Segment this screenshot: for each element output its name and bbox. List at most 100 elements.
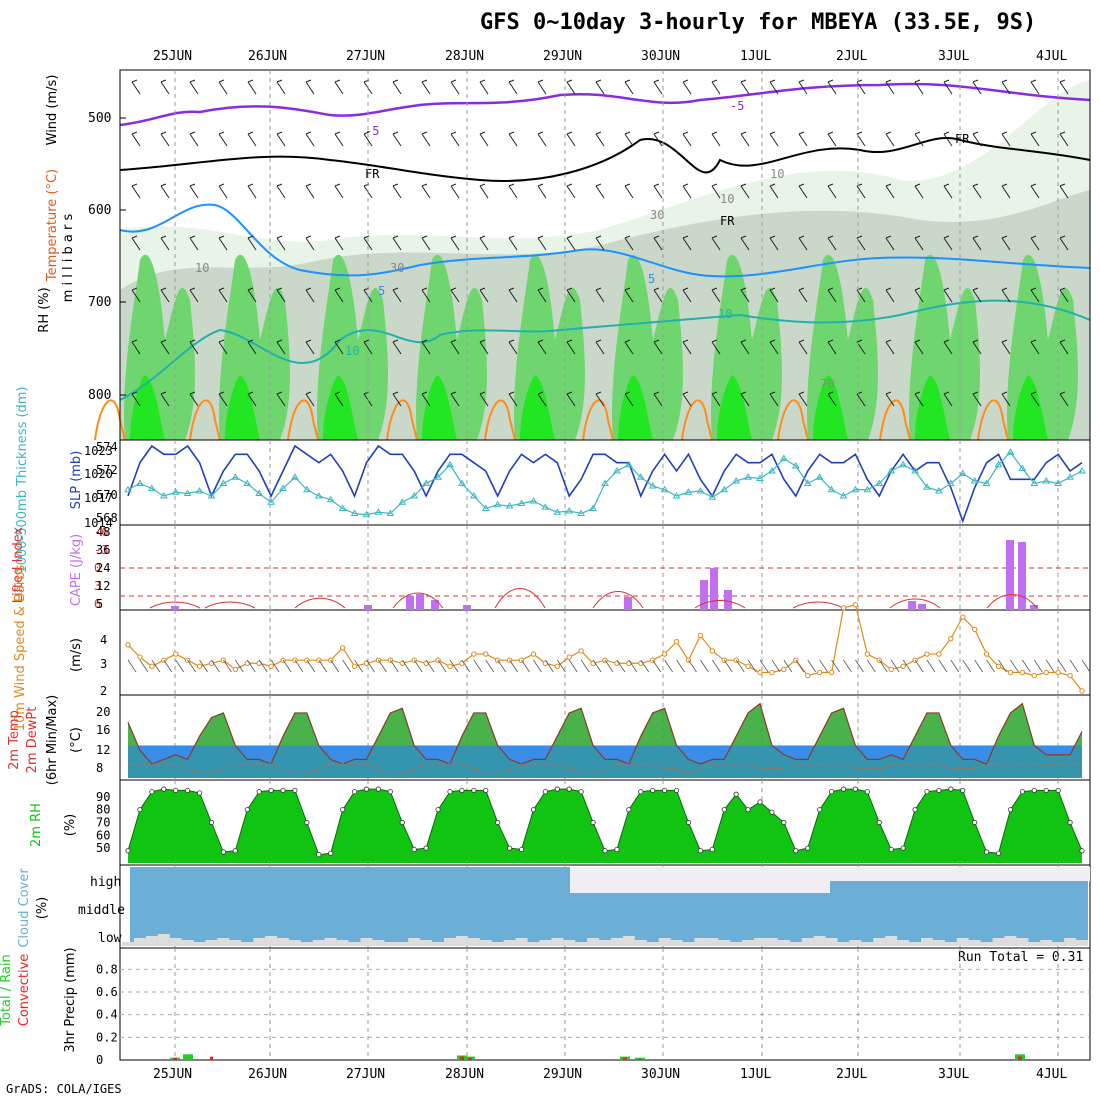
rh2m-marker [149,789,155,795]
wind-barb-flag [421,339,428,343]
wind-barb-flag [276,235,283,239]
wind-barb-flag [160,391,167,395]
wind-barb-flag [972,287,979,291]
thickness-marker [1030,479,1039,486]
wind-barb [305,133,315,147]
wind10-barb [568,659,578,673]
rh2m-marker [232,848,238,854]
wind-speed-marker [661,651,668,657]
cape-bar [1018,542,1026,610]
wind-barb-flag [218,287,225,291]
rh2m-marker [817,807,823,813]
rh2m-marker [196,790,203,796]
wind10-tick: 2 [100,684,107,698]
cloud-low-bar [288,940,301,946]
wind-barb [334,393,344,407]
wind-barb-flag [1030,79,1037,83]
slp-right-tick: 1020 [84,467,113,481]
wind-barb [1001,289,1011,303]
cloud-ylabel2: (%) [35,897,50,920]
cloud-low-bar [384,942,397,946]
wind-speed-marker [816,669,823,676]
wind-barb-flag [624,183,631,187]
wind-speed-marker [232,666,239,673]
cloud-low-bar [312,940,325,946]
wind-barb-flag [334,131,341,135]
rh2m-marker [483,787,489,794]
wind-barb [479,393,489,407]
wind-barb [305,341,315,355]
wind-speed-marker [125,642,131,648]
wind10-barb [688,659,697,673]
li-curve-1 [204,601,256,609]
thickness-marker [744,473,752,480]
wind-barb-flag [450,235,457,239]
wind-barb-flag [508,79,515,83]
wind-barb-flag [914,183,921,187]
cloud-low-bar [169,938,182,946]
thickness-marker [124,485,132,493]
slp-right-tick: 1017 [84,491,113,505]
wind10-barb [902,659,912,673]
date-label-top: 29JUN [543,49,582,64]
wind-barb-flag [1030,391,1037,395]
wind-barb-flag [1030,183,1037,187]
wind-barb [189,237,199,251]
wind-barb [972,393,982,407]
thickness-marker [768,467,776,474]
wind-barb-flag [711,79,718,83]
wind-barb-flag [479,79,486,83]
cloud-low-bar [253,938,266,946]
wind-barb [711,393,721,407]
wind10-barb [1069,659,1079,673]
wind-barb [392,393,402,407]
cloud-low-bar [324,938,337,946]
rh2m-marker [1079,848,1085,854]
wind-barb [189,133,199,147]
contour-5 [119,203,1091,278]
wind-barb-flag [247,391,254,395]
wind-barb-flag [189,79,196,83]
wind-barb-flag [305,235,312,239]
cloud-low-bar [420,940,433,946]
rh2m-marker [733,791,739,797]
precip-tick: 0.8 [96,962,118,976]
wind-barb-flag [827,79,834,83]
rh-core-4 [520,375,555,440]
cloud-low-bar [443,938,456,946]
cloud-low-bar [599,940,611,946]
wind-barb-flag [740,235,747,239]
wind10-barb [628,659,638,673]
wind-barb-flag [914,339,921,343]
slp-left-tick: 572 [96,463,118,477]
slp-left-tick: 568 [96,511,118,525]
wind-barb-flag [856,131,863,135]
wind-barb-flag [276,131,283,135]
thickness-marker [362,510,371,518]
wind-barb-flag [189,391,196,395]
wind10-barb [783,659,793,673]
wind-barb [1001,237,1011,251]
wind-barb-flag [595,287,602,291]
cloud-low-bar [861,942,874,946]
wind-barb-flag [682,339,689,343]
contour-freezing [119,137,1091,182]
thickness-marker [791,462,800,469]
chart-title: GFS 0~10day 3-hourly for MBEYA (33.5E, 9… [480,10,1037,35]
slp-left-tick: 570 [96,488,118,502]
wind-barb-flag [1059,79,1066,83]
wind-barb [885,393,895,407]
wind-barb [827,289,837,303]
wind-barb [218,133,228,147]
wind-barb-flag [1001,79,1008,83]
wind-barb [247,341,257,355]
wind-barb [595,237,605,251]
wind-barb-flag [769,183,776,187]
rh2m-marker [864,789,870,795]
wind-barb-flag [624,79,631,83]
date-label-top: 25JUN [153,49,192,64]
wind-speed-marker [566,654,572,660]
cloud-level-high: high [90,875,121,890]
wind-barb [1059,185,1069,199]
cloud-low-bar [909,942,922,946]
